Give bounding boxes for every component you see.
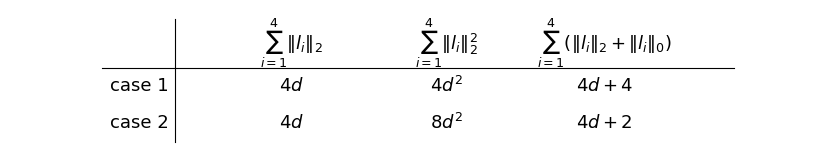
Text: $4d^2$: $4d^2$ <box>430 76 463 97</box>
Text: $4d+2$: $4d+2$ <box>576 114 633 132</box>
Text: $4d+4$: $4d+4$ <box>576 77 633 95</box>
Text: $\sum_{i=1}^{4} \|l_i\|_2$: $\sum_{i=1}^{4} \|l_i\|_2$ <box>260 17 323 70</box>
Text: case 1: case 1 <box>110 77 168 95</box>
Text: $\sum_{i=1}^{4} (\|l_i\|_2 + \|l_i\|_0)$: $\sum_{i=1}^{4} (\|l_i\|_2 + \|l_i\|_0)$ <box>537 17 672 70</box>
Text: $4d$: $4d$ <box>279 77 304 95</box>
Text: $4d$: $4d$ <box>279 114 304 132</box>
Text: $8d^2$: $8d^2$ <box>430 113 463 133</box>
Text: $\sum_{i=1}^{4} \|l_i\|_2^2$: $\sum_{i=1}^{4} \|l_i\|_2^2$ <box>415 17 478 70</box>
Text: case 2: case 2 <box>109 114 168 132</box>
